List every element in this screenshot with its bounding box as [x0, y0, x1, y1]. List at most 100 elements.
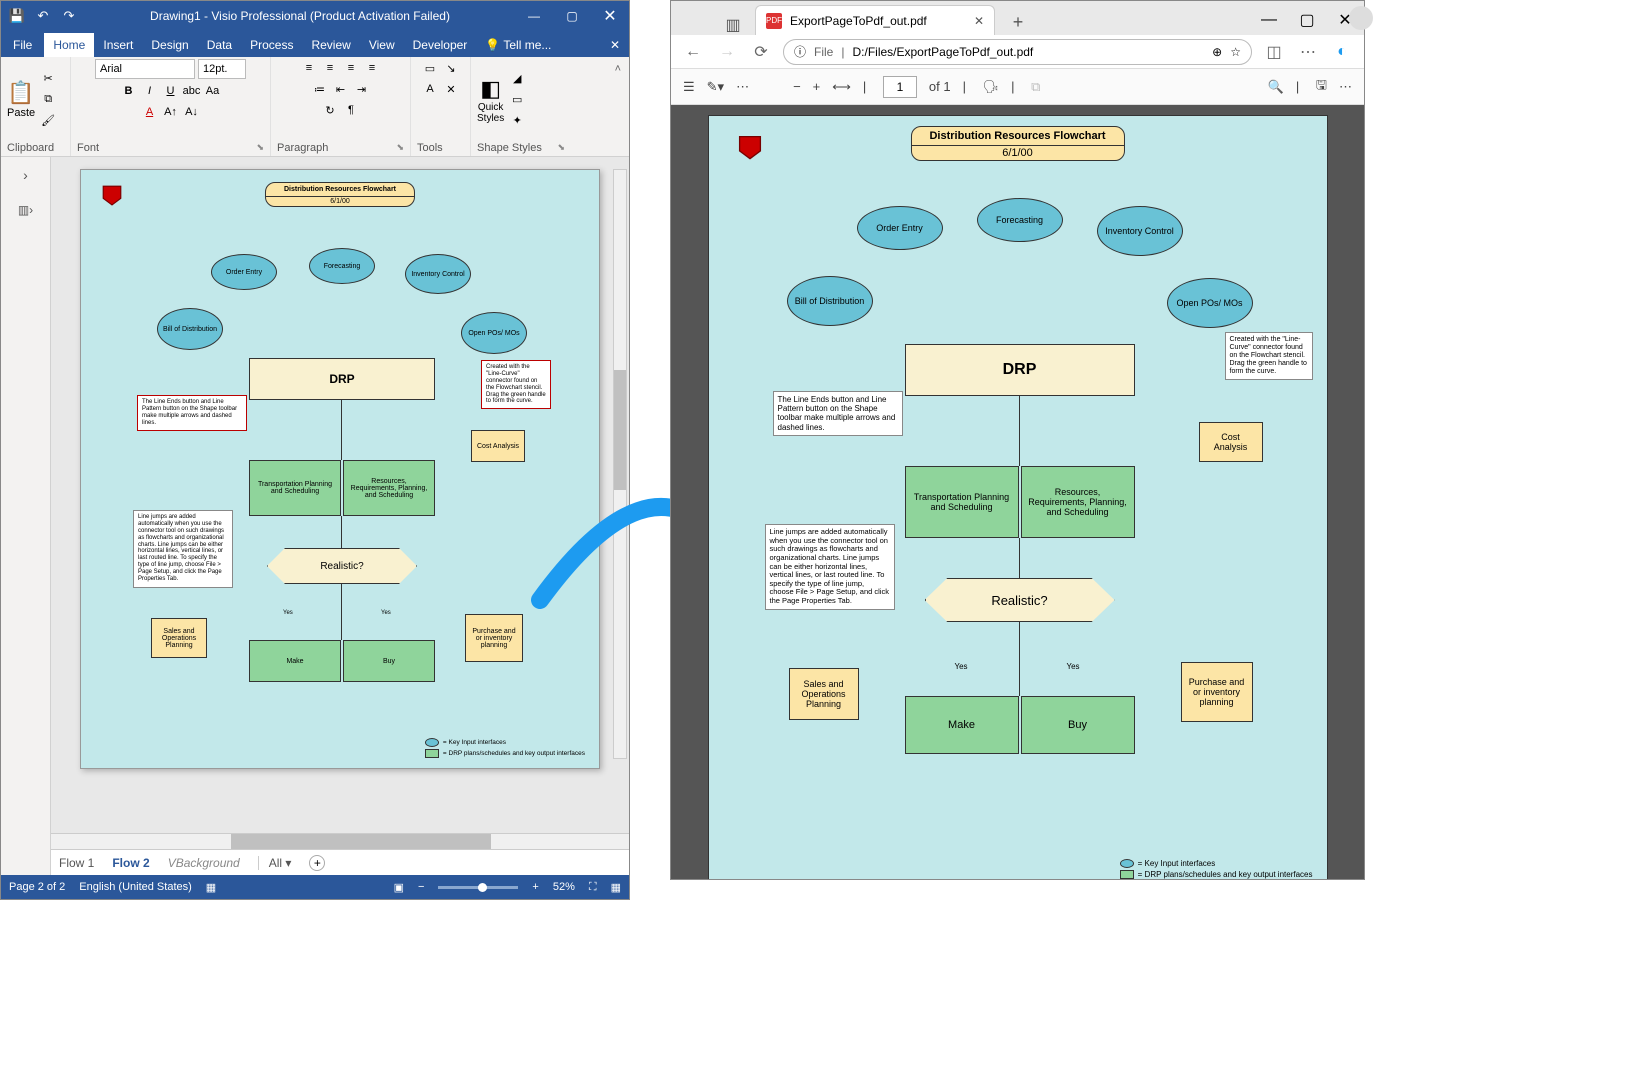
find-icon[interactable]: 🔍 — [1268, 79, 1284, 95]
tab-data[interactable]: Data — [198, 33, 241, 57]
indent-dec-button[interactable]: ⇤ — [332, 80, 350, 98]
read-aloud-icon[interactable]: 🗣 — [983, 79, 1000, 95]
ribbon-close-icon[interactable]: ✕ — [601, 33, 629, 57]
add-page-button[interactable]: + — [309, 855, 325, 871]
back-button[interactable]: ← — [681, 43, 705, 61]
shrink-font-button[interactable]: A↓ — [183, 103, 201, 121]
bold-button[interactable]: B — [120, 82, 138, 100]
macro-icon[interactable]: ▦ — [206, 881, 216, 894]
pointer-tool-button[interactable]: ▭ — [421, 59, 439, 77]
close-icon[interactable]: ✕ — [591, 3, 629, 29]
node-forecast[interactable]: Forecasting — [309, 248, 375, 284]
zoom-icon[interactable]: ⊕ — [1212, 45, 1222, 59]
node-inventory[interactable]: Inventory Control — [405, 254, 471, 294]
node-purchase[interactable]: Purchase and or inventory planning — [465, 614, 523, 662]
node-cost[interactable]: Cost Analysis — [471, 430, 525, 462]
node-sales[interactable]: Sales and Operations Planning — [151, 618, 207, 658]
zoom-out-button[interactable]: − — [418, 881, 424, 893]
strike-button[interactable]: abc — [183, 82, 201, 100]
contents-icon[interactable]: ☰ — [683, 79, 695, 95]
align-center-button[interactable]: ≡ — [321, 59, 339, 77]
pdf-viewport[interactable]: Distribution Resources Flowchart 6/1/00 … — [671, 105, 1364, 879]
tab-close-icon[interactable]: ✕ — [974, 14, 984, 28]
quick-styles-button[interactable]: ◧ Quick Styles — [477, 76, 504, 124]
bullets-button[interactable]: ≔ — [311, 80, 329, 98]
vertical-scrollbar[interactable] — [613, 169, 627, 759]
refresh-button[interactable]: ⟳ — [749, 42, 773, 62]
copilot-icon[interactable]: ◐ — [1330, 43, 1354, 61]
tab-home[interactable]: Home — [44, 33, 94, 57]
italic-button[interactable]: I — [141, 82, 159, 100]
line-button[interactable]: ▭ — [508, 91, 526, 109]
node-order[interactable]: Order Entry — [211, 254, 277, 290]
tab-developer[interactable]: Developer — [404, 33, 477, 57]
fit-window-icon[interactable]: ⛶ — [589, 881, 597, 894]
node-bill[interactable]: Bill of Distribution — [157, 308, 223, 350]
tab-file[interactable]: File — [1, 33, 44, 57]
smallcaps-button[interactable]: Aa — [204, 82, 222, 100]
align-left-button[interactable]: ≡ — [300, 59, 318, 77]
canvas[interactable]: Distribution Resources Flowchart 6/1/00 … — [51, 157, 629, 833]
page-tab-flow2[interactable]: Flow 2 — [112, 856, 149, 870]
tab-view[interactable]: View — [360, 33, 404, 57]
redo-icon[interactable]: ↷ — [59, 6, 79, 26]
menu-icon[interactable]: ⋯ — [1296, 42, 1320, 62]
page-tab-all[interactable]: All ▾ — [258, 856, 292, 870]
pdf-more-icon[interactable]: ⋯ — [1339, 79, 1352, 95]
effects-button[interactable]: ✦ — [508, 112, 526, 130]
drawing-page[interactable]: Distribution Resources Flowchart 6/1/00 … — [80, 169, 600, 769]
zoom-value[interactable]: 52% — [553, 881, 575, 893]
save-icon[interactable]: 💾 — [7, 6, 27, 26]
underline-button[interactable]: U — [162, 82, 180, 100]
align-right-button[interactable]: ≡ — [342, 59, 360, 77]
justify-button[interactable]: ≡ — [363, 59, 381, 77]
node-open[interactable]: Open POs/ MOs — [461, 312, 527, 354]
node-resources[interactable]: Resources, Requirements, Planning, and S… — [343, 460, 435, 516]
page-tab-bg[interactable]: VBackground — [168, 856, 240, 870]
node-buy[interactable]: Buy — [343, 640, 435, 682]
node-drp[interactable]: DRP — [249, 358, 435, 400]
node-trans[interactable]: Transportation Planning and Scheduling — [249, 460, 341, 516]
node-realistic[interactable]: Realistic? — [267, 548, 417, 584]
pdf-zoom-in-button[interactable]: + — [813, 79, 821, 94]
pdf-zoom-out-button[interactable]: − — [793, 79, 801, 94]
connector-tool-button[interactable]: ↘ — [442, 59, 460, 77]
tab-insert[interactable]: Insert — [94, 33, 142, 57]
new-tab-button[interactable]: + — [1005, 9, 1031, 35]
node-make[interactable]: Make — [249, 640, 341, 682]
fit-width-icon[interactable]: ⟷ — [832, 79, 851, 95]
tab-process[interactable]: Process — [241, 33, 302, 57]
edge-minimize-icon[interactable]: — — [1250, 5, 1288, 35]
font-color-button[interactable]: A — [141, 103, 159, 121]
presentation-icon[interactable]: ▣ — [394, 881, 404, 894]
tab-design[interactable]: Design — [142, 33, 197, 57]
copy-icon[interactable]: ⧉ — [39, 91, 57, 109]
tab-tellme[interactable]: 💡 Tell me... — [476, 33, 560, 57]
fill-button[interactable]: ◢ — [508, 70, 526, 88]
font-name-select[interactable]: Arial — [95, 59, 195, 79]
stencil-icon[interactable]: ▥› — [1, 193, 50, 227]
pan-zoom-icon[interactable]: ▦ — [611, 881, 621, 894]
indent-inc-button[interactable]: ⇥ — [353, 80, 371, 98]
ribbon-collapse-icon[interactable]: ˄ — [607, 57, 629, 81]
maximize-icon[interactable]: ▢ — [553, 3, 591, 29]
cut-icon[interactable]: ✂ — [39, 70, 57, 88]
more-draw-icon[interactable]: ⋯ — [736, 79, 749, 95]
edge-maximize-icon[interactable]: ▢ — [1288, 5, 1326, 35]
undo-icon[interactable]: ↶ — [33, 6, 53, 26]
draw-icon[interactable]: ✎▾ — [707, 79, 724, 95]
paste-button[interactable]: 📋 Paste — [7, 80, 35, 119]
zoom-slider[interactable] — [438, 886, 518, 889]
page-number-input[interactable] — [883, 76, 917, 98]
tab-actions-icon[interactable]: ▥ — [721, 15, 745, 35]
conn-point-button[interactable]: ✕ — [442, 80, 460, 98]
minimize-icon[interactable]: — — [515, 3, 553, 29]
split-screen-icon[interactable]: ◫ — [1262, 42, 1286, 62]
font-size-select[interactable]: 12pt. — [198, 59, 246, 79]
horizontal-scrollbar[interactable] — [51, 833, 629, 849]
pdf-save-icon[interactable]: 🖫 — [1316, 76, 1327, 98]
profile-icon[interactable] — [1349, 6, 1373, 30]
zoom-in-button[interactable]: + — [532, 881, 538, 893]
site-info-icon[interactable]: ⓘ — [794, 43, 806, 60]
expand-chevron-icon[interactable]: › — [1, 157, 50, 193]
